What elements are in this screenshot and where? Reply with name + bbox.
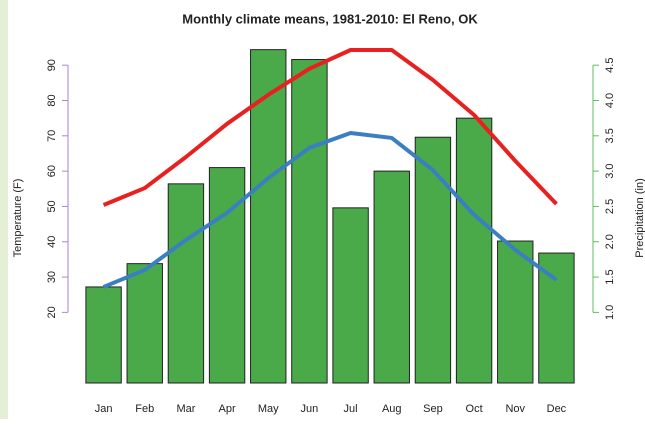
y-axis-label: Temperature (F) [12,179,24,258]
y-tick-label: 20 [46,306,58,318]
x-tick-label: Feb [135,403,154,415]
bar [332,207,369,384]
bar [497,240,534,384]
y-tick-label: 30 [46,271,58,283]
y-tick-label: 50 [46,200,58,212]
y2-tick-label: 4.0 [604,93,616,108]
x-tick-label: Jul [344,403,358,415]
x-tick-label: May [258,403,279,415]
bar [126,263,163,384]
y-tick-label: 60 [46,165,58,177]
y-tick-label: 80 [46,94,58,106]
x-tick-label: Apr [219,403,236,415]
bar [291,59,328,384]
chart-title: Monthly climate means, 1981-2010: El Ren… [182,11,478,26]
y2-tick-label: 4.5 [604,58,616,73]
bar [414,136,452,384]
bar [85,286,122,384]
y2-tick-label: 2.0 [604,234,616,249]
x-tick-label: Jan [95,403,113,415]
bar [455,117,493,384]
y-tick-label: 40 [46,236,58,248]
x-tick-label: Mar [176,403,195,415]
bar [538,252,575,384]
y2-tick-label: 1.0 [604,305,616,320]
x-tick-label: Aug [382,403,402,415]
x-tick-label: Oct [466,403,483,415]
line [102,130,558,289]
y2-tick-label: 2.5 [604,199,616,214]
y2-tick-label: 3.5 [604,128,616,143]
y-tick-label: 90 [46,59,58,71]
side-strip [0,0,8,419]
x-tick-label: Nov [505,403,525,415]
y2-tick-label: 1.5 [604,269,616,284]
bar [373,170,410,384]
bar [250,49,287,384]
x-tick-label: Jun [301,403,319,415]
y2-axis-label: Precipitation (in) [634,178,645,257]
y-tick-label: 70 [46,130,58,142]
y2-tick-label: 3.0 [604,163,616,178]
x-tick-label: Sep [423,403,443,415]
bar [167,183,205,384]
x-tick-label: Dec [547,403,567,415]
line [102,48,558,207]
